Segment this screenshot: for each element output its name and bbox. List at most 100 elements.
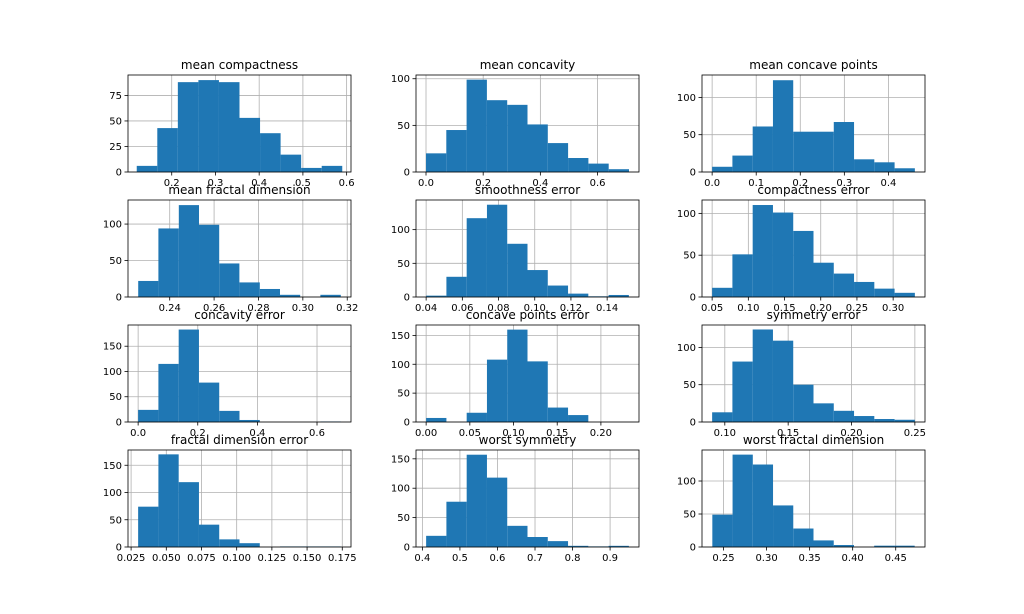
histogram-bar <box>833 410 855 422</box>
histogram-bar <box>466 454 487 547</box>
histogram-bar <box>486 204 508 297</box>
panel-title: symmetry error <box>767 308 861 322</box>
y-tick-label: 50 <box>683 510 696 521</box>
histogram-panel: 0.0 0.1 0.2 0.3 0.4 0 50 100 mean concave points <box>677 58 926 189</box>
x-tick-label: 0.125 <box>258 553 287 564</box>
y-tick-label: 0 <box>404 418 410 429</box>
y-tick-label: 50 <box>109 256 122 267</box>
x-tick-label: 0.4 <box>249 428 265 439</box>
x-tick-label: 0.35 <box>798 553 820 564</box>
axes-frame <box>701 199 926 298</box>
axes-frame <box>127 324 352 423</box>
y-tick-label: 0 <box>690 418 696 429</box>
y-tick-label: 50 <box>683 130 696 141</box>
x-tick-label: 0.7 <box>527 553 543 564</box>
histogram-bar <box>466 412 487 422</box>
y-tick-label: 0 <box>404 543 410 554</box>
histogram-bar <box>178 482 199 547</box>
histogram-bar <box>239 117 261 172</box>
x-tick-label: 0.075 <box>187 553 216 564</box>
y-tick-label: 100 <box>391 360 410 371</box>
y-tick-label: 0 <box>404 293 410 304</box>
panel-title: mean compactness <box>181 58 298 72</box>
histogram-bar <box>219 410 240 422</box>
x-tick-label: 0.150 <box>293 553 322 564</box>
histogram-bar <box>507 243 528 297</box>
panel-title: fractal dimension error <box>171 433 308 447</box>
x-tick-label: 0.06 <box>451 303 473 314</box>
histogram-bar <box>874 545 895 547</box>
x-tick-label: 0.28 <box>247 303 269 314</box>
histogram-bar <box>279 294 301 297</box>
histogram-bar <box>198 524 220 547</box>
x-tick-label: 0.20 <box>590 428 612 439</box>
x-tick-label: 0.40 <box>842 553 864 564</box>
x-tick-label: 0.4 <box>251 178 267 189</box>
histogram-bar <box>239 282 260 297</box>
axes-frame <box>415 199 640 298</box>
x-tick-label: 0.050 <box>152 553 181 564</box>
x-tick-label: 0.26 <box>203 303 225 314</box>
y-tick-label: 150 <box>103 342 122 353</box>
x-tick-label: 0.5 <box>295 178 311 189</box>
x-tick-label: 0.025 <box>117 553 146 564</box>
y-tick-label: 50 <box>109 392 122 403</box>
x-tick-label: 0.25 <box>712 553 734 564</box>
x-tick-label: 0.10 <box>502 428 524 439</box>
y-tick-label: 50 <box>397 389 410 400</box>
histogram-bar <box>793 131 814 172</box>
histogram-bar <box>854 416 875 422</box>
x-tick-label: 0.3 <box>207 178 223 189</box>
histogram-bar <box>158 228 179 297</box>
x-tick-label: 0.4 <box>414 553 430 564</box>
histogram-panel: 0.2 0.3 0.4 0.5 0.6 0 25 50 75 mean compactness <box>109 58 354 189</box>
x-tick-label: 0.25 <box>904 428 926 439</box>
histogram-bar <box>486 477 508 547</box>
histogram-bar <box>894 292 915 297</box>
x-tick-label: 0.25 <box>846 303 868 314</box>
histogram-panel: 0.00 0.05 0.10 0.15 0.20 0 50 100 150 concave poi… <box>391 308 640 439</box>
histogram-bar <box>732 254 753 297</box>
y-tick-label: 150 <box>391 454 410 465</box>
histogram-bar <box>426 535 447 547</box>
panel-title: compactness error <box>757 183 869 197</box>
histogram-bar <box>772 80 794 172</box>
histogram-bar <box>198 80 219 172</box>
panel-title: mean concave points <box>749 58 878 72</box>
x-tick-label: 0.9 <box>602 553 618 564</box>
histogram-bar <box>136 165 158 172</box>
x-tick-label: 0.20 <box>810 303 832 314</box>
panel-title: mean fractal dimension <box>168 183 310 197</box>
histogram-bar <box>813 262 834 297</box>
x-tick-label: 0.100 <box>222 553 251 564</box>
histogram-bar <box>752 126 773 172</box>
x-tick-label: 0.15 <box>777 428 799 439</box>
histogram-bar <box>486 359 508 422</box>
histogram-bar <box>239 543 260 547</box>
x-tick-label: 0.30 <box>755 553 777 564</box>
histogram-bar <box>854 159 875 172</box>
histogram-bar <box>568 158 589 172</box>
y-tick-label: 100 <box>677 343 696 354</box>
axes-frame <box>701 449 926 548</box>
histogram-bar <box>547 143 569 172</box>
histogram-bar <box>874 162 895 172</box>
histogram-bar <box>752 464 774 547</box>
histogram-bar <box>608 169 629 172</box>
histogram-bar <box>426 153 447 172</box>
histogram-bar <box>608 545 629 547</box>
y-tick-label: 0 <box>690 543 696 554</box>
x-tick-label: 0.12 <box>560 303 582 314</box>
histogram-bar <box>813 540 834 547</box>
histogram-bar <box>321 165 343 172</box>
y-tick-label: 0 <box>116 543 122 554</box>
histogram-bar <box>259 288 280 297</box>
histogram-bar <box>547 407 569 422</box>
y-tick-label: 150 <box>391 331 410 342</box>
histogram-bar <box>547 285 569 297</box>
histogram-bar <box>446 501 467 547</box>
x-tick-label: 0.20 <box>840 428 862 439</box>
x-tick-label: 0.3 <box>836 178 852 189</box>
y-tick-label: 100 <box>677 209 696 220</box>
histogram-bar <box>712 412 733 422</box>
